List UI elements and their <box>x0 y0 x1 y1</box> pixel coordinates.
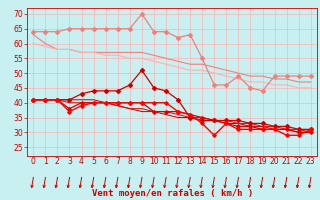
Text: Vent moyen/en rafales ( km/h ): Vent moyen/en rafales ( km/h ) <box>92 189 253 198</box>
